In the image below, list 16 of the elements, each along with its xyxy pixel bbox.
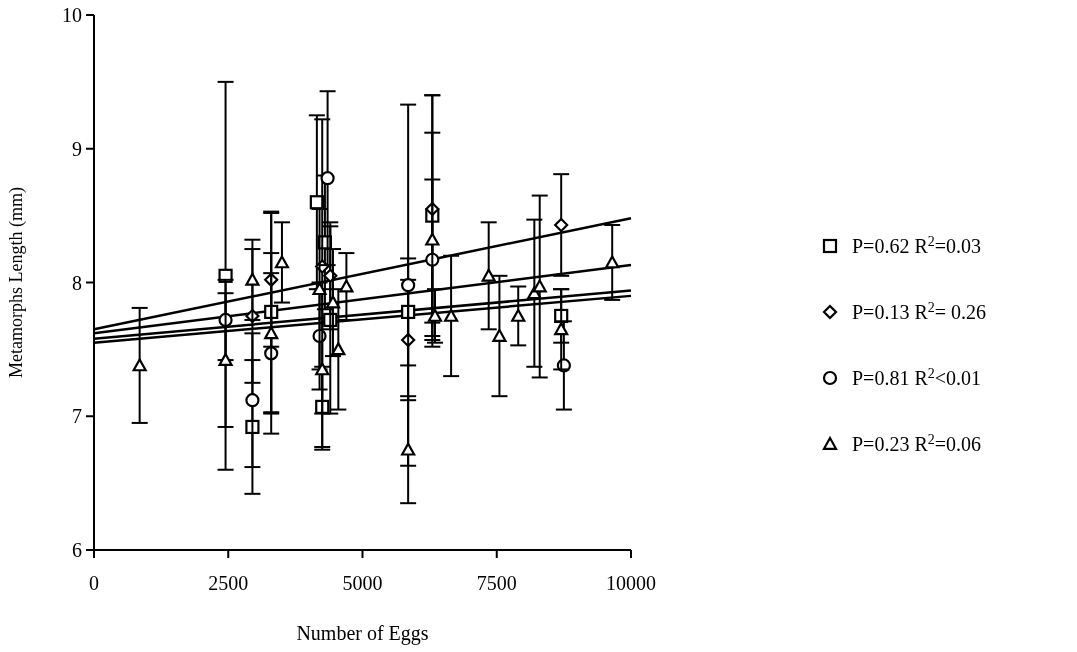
legend-label: P=0.23 R$^{2}$=0.06 (852, 431, 982, 455)
legend-label: P=0.81 R$^{2}$<0.01 (852, 365, 982, 389)
x-tick-label: 0 (89, 572, 99, 594)
x-tick-label: 5000 (342, 572, 383, 594)
y-tick-label: 7 (72, 405, 82, 428)
x-axis-title: Number of Eggs (296, 622, 429, 645)
legend-label: P=0.13 R$^{2}$= 0.26 (852, 299, 987, 323)
x-tick-label: 2500 (208, 572, 249, 594)
y-axis-title: Metamorphs Length (mm) (6, 187, 27, 378)
legend-label: P=0.62 R$^{2}$=0.03 (852, 233, 982, 257)
y-tick-label: 9 (72, 137, 82, 160)
y-tick-label: 8 (72, 271, 82, 294)
x-tick-label: 10000 (606, 572, 656, 594)
y-tick-label: 6 (72, 539, 82, 561)
x-tick-label: 7500 (476, 572, 517, 594)
y-tick-label: 10 (62, 4, 82, 26)
